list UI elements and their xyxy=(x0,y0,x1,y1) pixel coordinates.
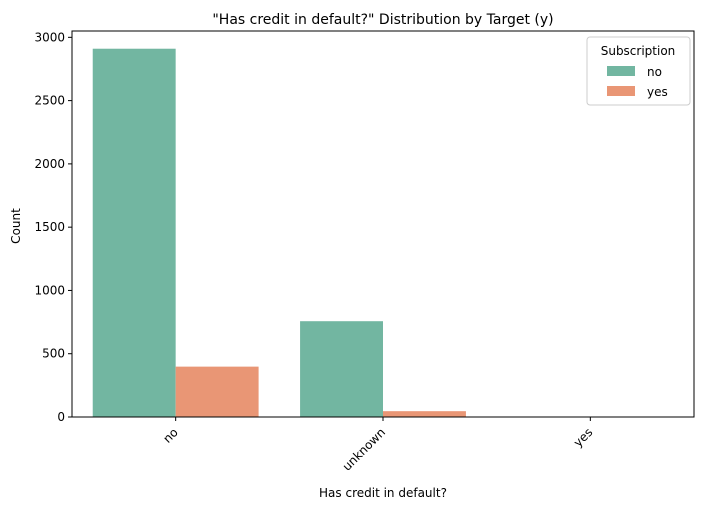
legend: Subscription no yes xyxy=(586,36,691,106)
legend-title: Subscription xyxy=(601,44,676,58)
plot-frame xyxy=(71,30,695,418)
bar-unknown-yes xyxy=(383,411,466,417)
bar-no-no xyxy=(92,48,176,417)
y-tick-label: 0 xyxy=(57,410,65,424)
y-tick-label: 2000 xyxy=(34,157,65,171)
legend-swatch-no xyxy=(607,66,635,76)
x-tick-label: unknown xyxy=(340,425,388,473)
plot-area: 0 500 1000 1500 2000 2500 3000 no unknown yes xyxy=(34,30,695,474)
x-tick-label: yes xyxy=(571,425,596,450)
x-tick-label: no xyxy=(160,425,180,445)
y-axis-label: Count xyxy=(9,208,23,244)
bar-no-yes xyxy=(175,366,259,417)
legend-label-no: no xyxy=(647,65,662,79)
y-tick-label: 1500 xyxy=(34,220,65,234)
y-tick-label: 3000 xyxy=(34,30,65,44)
y-tick-label: 500 xyxy=(42,347,65,361)
legend-label-yes: yes xyxy=(647,85,668,99)
bar-unknown-no xyxy=(300,321,383,417)
chart-title: "Has credit in default?" Distribution by… xyxy=(212,12,553,28)
x-axis-label: Has credit in default? xyxy=(319,486,447,500)
legend-swatch-yes xyxy=(607,86,635,96)
y-tick-label: 1000 xyxy=(34,283,65,297)
y-tick-label: 2500 xyxy=(34,94,65,108)
